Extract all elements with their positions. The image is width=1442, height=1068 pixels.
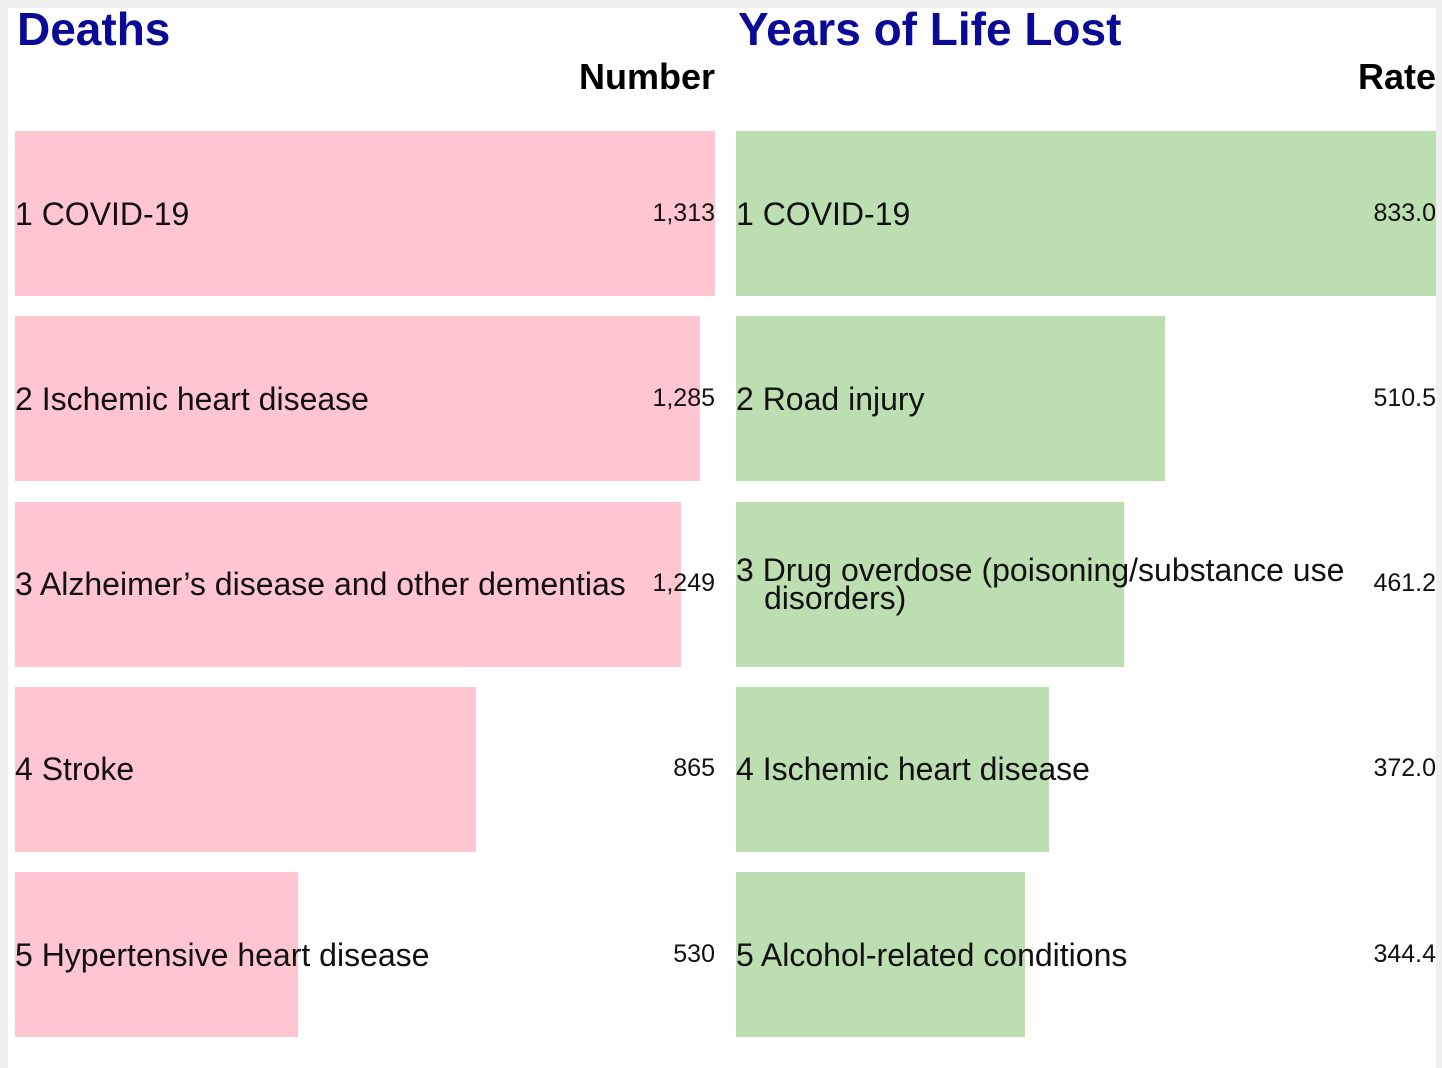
bar (15, 872, 298, 1038)
value-header: Rate (1357, 56, 1436, 97)
bar (736, 316, 1165, 482)
value-label: 510.5 (1373, 383, 1436, 412)
category-label: 2 Road injury (736, 380, 925, 417)
bar (736, 131, 1436, 296)
bar (15, 501, 681, 667)
category-label: 5 Alcohol-related conditions (736, 936, 1128, 973)
category-label: 4 Stroke (15, 751, 135, 788)
value-label: 1,249 (652, 569, 715, 598)
value-label: 1,285 (652, 383, 715, 412)
value-header: Number (578, 56, 715, 97)
bar (15, 131, 715, 296)
category-label: 3 Drug overdose (poisoning/substance use… (736, 552, 1345, 617)
value-label: 372.0 (1373, 754, 1436, 783)
category-label: 1 COVID-19 (736, 195, 911, 232)
category-label: 5 Hypertensive heart disease (15, 936, 430, 973)
value-label: 1,313 (652, 198, 715, 227)
category-label: 3 Alzheimer’s disease and other dementia… (15, 566, 626, 603)
bar (736, 686, 1049, 852)
frame: Deaths Number 1 COVID-19 1,313 2 Ischemic he… (8, 3, 1436, 1068)
bar (736, 501, 1124, 667)
category-label: 4 Ischemic heart disease (736, 751, 1090, 788)
chart-panel: Years of Life Lost Rate 1 COVID-19 833.0 2 R… (736, 3, 1436, 1068)
category-label: 2 Ischemic heart disease (15, 380, 369, 417)
bar (15, 316, 701, 482)
chart-title: Deaths (17, 3, 171, 55)
value-label: 865 (673, 754, 715, 783)
chart-title: Years of Life Lost (738, 3, 1122, 55)
chart-panel: Deaths Number 1 COVID-19 1,313 2 Ischemic he… (15, 3, 715, 1068)
bar (736, 872, 1026, 1038)
value-label: 530 (673, 939, 715, 968)
value-label: 461.2 (1373, 569, 1436, 598)
bar (15, 686, 477, 852)
category-label: 1 COVID-19 (15, 195, 190, 232)
value-label: 344.4 (1373, 939, 1436, 968)
value-label: 833.0 (1373, 198, 1436, 227)
